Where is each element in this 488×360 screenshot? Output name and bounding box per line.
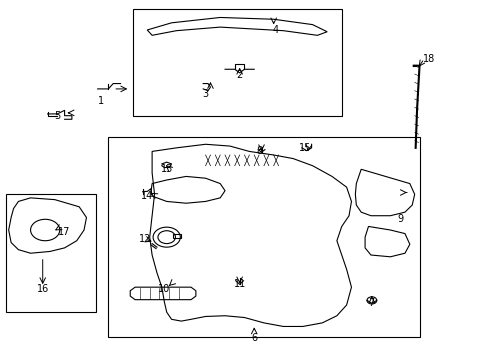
Text: 1: 1	[98, 96, 104, 107]
Text: 8: 8	[256, 147, 262, 157]
Text: 17: 17	[58, 227, 71, 237]
Text: 13: 13	[160, 164, 172, 174]
Text: 14: 14	[141, 191, 153, 201]
Text: 6: 6	[251, 333, 257, 343]
Text: 2: 2	[236, 69, 242, 80]
Text: 7: 7	[367, 298, 373, 308]
Text: 10: 10	[158, 284, 170, 294]
Text: 4: 4	[272, 25, 279, 35]
Text: 18: 18	[422, 54, 434, 64]
Text: 15: 15	[299, 143, 311, 153]
Text: 16: 16	[37, 284, 49, 294]
Text: 12: 12	[139, 234, 151, 244]
Text: 5: 5	[54, 111, 61, 121]
Bar	[172, 234, 181, 238]
Text: 9: 9	[396, 214, 402, 224]
Text: 11: 11	[233, 279, 245, 289]
Bar	[132, 9, 341, 116]
Bar	[108, 137, 419, 337]
Bar	[6, 194, 96, 312]
Text: 3: 3	[202, 89, 208, 99]
